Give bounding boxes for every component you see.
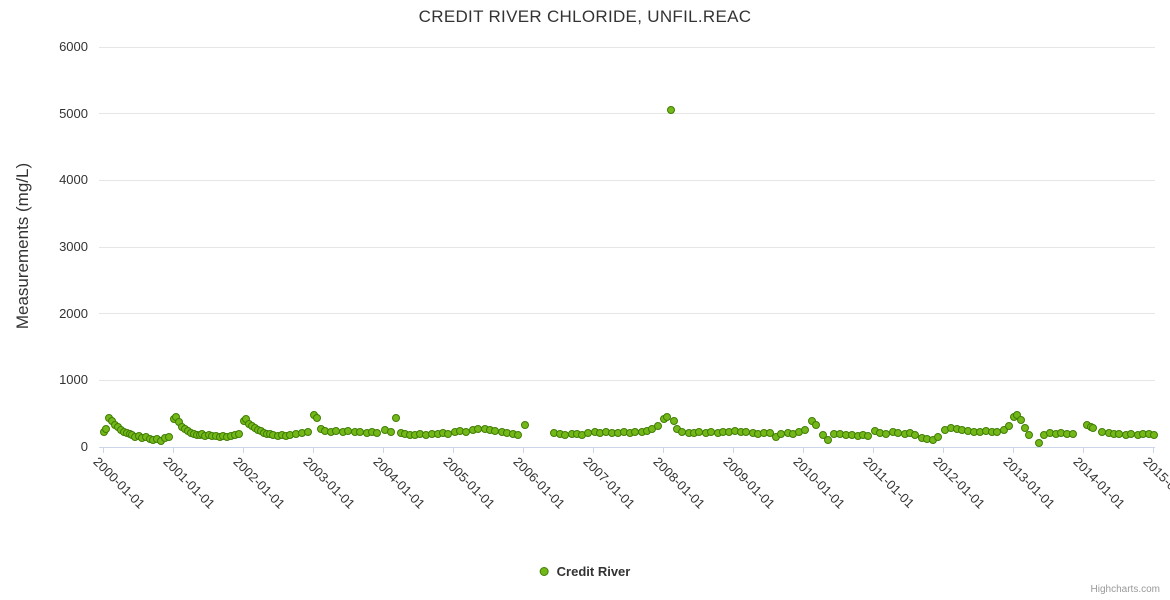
data-point[interactable] <box>312 414 321 423</box>
x-axis-label: 2011-01-01 <box>860 454 918 511</box>
data-point[interactable] <box>1016 416 1025 424</box>
y-axis-label: 4000 <box>59 172 88 188</box>
data-point[interactable] <box>1069 429 1078 438</box>
tick-mark <box>1013 448 1014 453</box>
tick-mark <box>1153 448 1154 453</box>
data-point[interactable] <box>864 432 873 440</box>
data-point[interactable] <box>102 425 111 434</box>
data-point[interactable] <box>818 430 827 439</box>
data-point[interactable] <box>669 417 678 426</box>
x-axis-label: 2010-01-01 <box>790 454 849 512</box>
data-point[interactable] <box>1005 422 1014 431</box>
data-point[interactable] <box>165 433 174 441</box>
x-axis-label: 2014-01-01 <box>1070 454 1129 512</box>
x-axis-label: 2015-01-01 <box>1140 454 1170 512</box>
tick-mark <box>173 448 174 453</box>
data-point[interactable] <box>1089 424 1098 432</box>
tick-mark <box>383 448 384 453</box>
x-axis-line <box>99 447 1155 448</box>
tick-mark <box>1083 448 1084 453</box>
grid-line <box>99 379 1155 381</box>
data-point[interactable] <box>235 429 244 438</box>
data-point[interactable] <box>520 421 529 429</box>
tick-mark <box>103 448 104 453</box>
y-axis-label: 6000 <box>59 39 88 54</box>
y-axis-label: 1000 <box>59 372 88 388</box>
data-point[interactable] <box>1021 424 1030 432</box>
data-point[interactable] <box>514 430 523 439</box>
legend-item-credit-river[interactable]: Credit River <box>539 564 631 579</box>
x-axis-label: 2000-01-01 <box>90 454 149 512</box>
y-axis-label: 3000 <box>59 239 88 254</box>
data-point[interactable] <box>1034 439 1043 447</box>
data-point[interactable] <box>663 412 672 421</box>
data-point[interactable] <box>999 426 1008 434</box>
grid-line <box>99 246 1155 248</box>
data-point[interactable] <box>1025 431 1034 439</box>
legend-label: Credit River <box>556 564 631 579</box>
data-point[interactable] <box>666 106 675 114</box>
data-point[interactable] <box>1149 430 1158 439</box>
y-axis-label: 2000 <box>59 305 88 321</box>
highcharts-credits-link[interactable]: Highcharts.com <box>1090 584 1160 595</box>
x-axis-label: 2004-01-01 <box>370 454 429 512</box>
x-axis-label: 2005-01-01 <box>440 454 499 512</box>
tick-mark <box>943 448 944 453</box>
tick-mark <box>663 448 664 453</box>
grid-line <box>99 179 1155 181</box>
data-point[interactable] <box>801 425 810 434</box>
tick-mark <box>523 448 524 453</box>
x-axis-label: 2013-01-01 <box>1000 454 1059 512</box>
tick-mark <box>243 448 244 453</box>
tick-mark <box>873 448 874 453</box>
chart-title: CREDIT RIVER CHLORIDE, UNFIL.REAC <box>418 7 752 26</box>
tick-mark <box>593 448 594 453</box>
x-axis-label: 2007-01-01 <box>580 454 639 512</box>
legend-marker-icon <box>539 567 549 576</box>
y-axis-label: 0 <box>80 439 88 454</box>
x-axis-label: 2002-01-01 <box>230 454 289 512</box>
tick-mark <box>453 448 454 453</box>
x-axis-label: 2008-01-01 <box>650 454 709 512</box>
grid-line <box>99 313 1155 315</box>
x-axis-label: 2009-01-01 <box>720 454 779 512</box>
data-point[interactable] <box>824 436 833 444</box>
data-point[interactable] <box>934 433 943 441</box>
data-point[interactable] <box>373 429 382 437</box>
data-point[interactable] <box>303 428 312 437</box>
x-axis-label: 2003-01-01 <box>300 454 359 512</box>
x-axis-label: 2012-01-01 <box>930 454 989 512</box>
tick-mark <box>803 448 804 453</box>
y-axis-label: 5000 <box>59 105 88 121</box>
data-point[interactable] <box>653 422 662 431</box>
tick-mark <box>733 448 734 453</box>
data-point[interactable] <box>386 427 395 436</box>
grid-line <box>99 46 1155 48</box>
grid-line <box>99 113 1155 115</box>
data-point[interactable] <box>812 421 821 429</box>
data-point[interactable] <box>392 414 401 422</box>
tick-mark <box>313 448 314 453</box>
x-axis-label: 2001-01-01 <box>160 454 219 512</box>
x-axis-label: 2006-01-01 <box>510 454 569 512</box>
